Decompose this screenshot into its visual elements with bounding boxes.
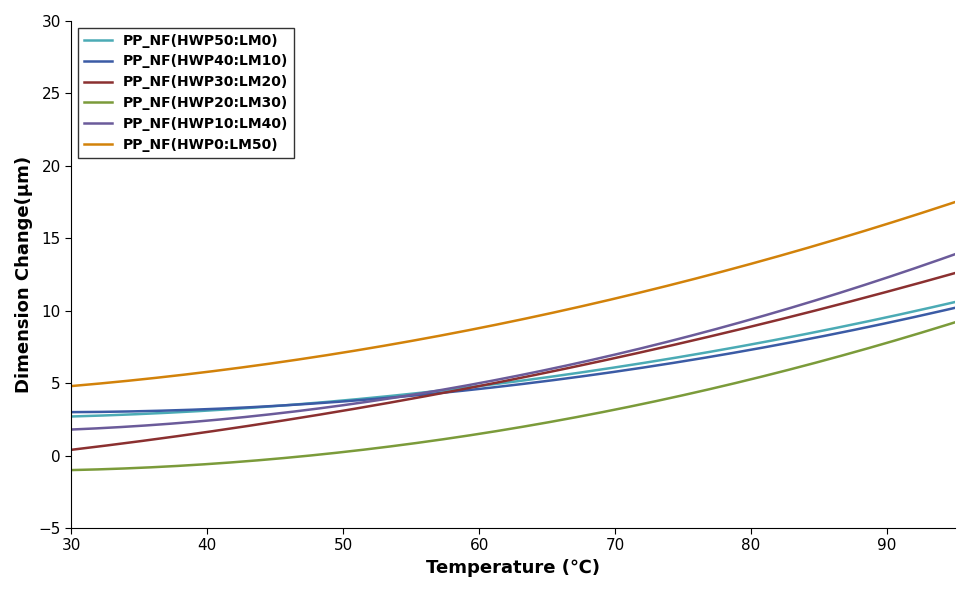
PP_NF(HWP30:LM20) xyxy=(543,368,554,375)
PP_NF(HWP50:LM0) xyxy=(484,381,496,388)
PP_NF(HWP10:LM40) xyxy=(927,258,939,265)
PP_NF(HWP40:LM10) xyxy=(927,309,939,316)
PP_NF(HWP50:LM0) xyxy=(490,381,502,388)
PP_NF(HWP10:LM40) xyxy=(789,303,800,310)
PP_NF(HWP50:LM0) xyxy=(927,303,939,310)
Line: PP_NF(HWP10:LM40): PP_NF(HWP10:LM40) xyxy=(72,254,954,430)
PP_NF(HWP10:LM40) xyxy=(591,355,603,362)
Line: PP_NF(HWP20:LM30): PP_NF(HWP20:LM30) xyxy=(72,322,954,470)
PP_NF(HWP0:LM50) xyxy=(543,310,554,317)
Y-axis label: Dimension Change(μm): Dimension Change(μm) xyxy=(15,156,33,393)
PP_NF(HWP20:LM30) xyxy=(789,365,800,372)
PP_NF(HWP20:LM30) xyxy=(490,427,502,435)
PP_NF(HWP20:LM30) xyxy=(66,466,78,474)
PP_NF(HWP40:LM10) xyxy=(490,384,502,391)
PP_NF(HWP10:LM40) xyxy=(543,366,554,373)
PP_NF(HWP20:LM30) xyxy=(949,318,960,326)
PP_NF(HWP40:LM10) xyxy=(543,377,554,384)
PP_NF(HWP30:LM20) xyxy=(484,380,496,387)
PP_NF(HWP50:LM0) xyxy=(66,413,78,420)
PP_NF(HWP0:LM50) xyxy=(949,198,960,205)
Line: PP_NF(HWP0:LM50): PP_NF(HWP0:LM50) xyxy=(72,202,954,386)
PP_NF(HWP40:LM10) xyxy=(66,408,78,416)
PP_NF(HWP10:LM40) xyxy=(484,377,496,384)
PP_NF(HWP50:LM0) xyxy=(543,374,554,381)
PP_NF(HWP0:LM50) xyxy=(484,322,496,329)
PP_NF(HWP20:LM30) xyxy=(543,419,554,426)
PP_NF(HWP20:LM30) xyxy=(484,429,496,436)
PP_NF(HWP30:LM20) xyxy=(927,275,939,282)
Legend: PP_NF(HWP50:LM0), PP_NF(HWP40:LM10), PP_NF(HWP30:LM20), PP_NF(HWP20:LM30), PP_NF: PP_NF(HWP50:LM0), PP_NF(HWP40:LM10), PP_… xyxy=(78,28,294,158)
PP_NF(HWP0:LM50) xyxy=(66,382,78,390)
PP_NF(HWP40:LM10) xyxy=(591,371,603,378)
PP_NF(HWP30:LM20) xyxy=(949,269,960,276)
PP_NF(HWP20:LM30) xyxy=(927,326,939,333)
PP_NF(HWP30:LM20) xyxy=(490,379,502,386)
Line: PP_NF(HWP30:LM20): PP_NF(HWP30:LM20) xyxy=(72,273,954,450)
PP_NF(HWP10:LM40) xyxy=(949,250,960,258)
PP_NF(HWP0:LM50) xyxy=(490,321,502,328)
PP_NF(HWP10:LM40) xyxy=(66,426,78,433)
PP_NF(HWP30:LM20) xyxy=(66,446,78,453)
PP_NF(HWP30:LM20) xyxy=(789,312,800,319)
PP_NF(HWP0:LM50) xyxy=(927,205,939,213)
PP_NF(HWP30:LM20) xyxy=(591,358,603,365)
Line: PP_NF(HWP40:LM10): PP_NF(HWP40:LM10) xyxy=(72,308,954,412)
PP_NF(HWP40:LM10) xyxy=(949,304,960,311)
PP_NF(HWP50:LM0) xyxy=(789,333,800,340)
PP_NF(HWP40:LM10) xyxy=(484,384,496,391)
PP_NF(HWP20:LM30) xyxy=(591,410,603,417)
PP_NF(HWP40:LM10) xyxy=(789,338,800,345)
PP_NF(HWP10:LM40) xyxy=(490,377,502,384)
PP_NF(HWP50:LM0) xyxy=(949,298,960,305)
Line: PP_NF(HWP50:LM0): PP_NF(HWP50:LM0) xyxy=(72,302,954,417)
PP_NF(HWP0:LM50) xyxy=(789,248,800,255)
X-axis label: Temperature (℃): Temperature (℃) xyxy=(425,559,600,577)
PP_NF(HWP0:LM50) xyxy=(591,299,603,306)
PP_NF(HWP50:LM0) xyxy=(591,366,603,374)
